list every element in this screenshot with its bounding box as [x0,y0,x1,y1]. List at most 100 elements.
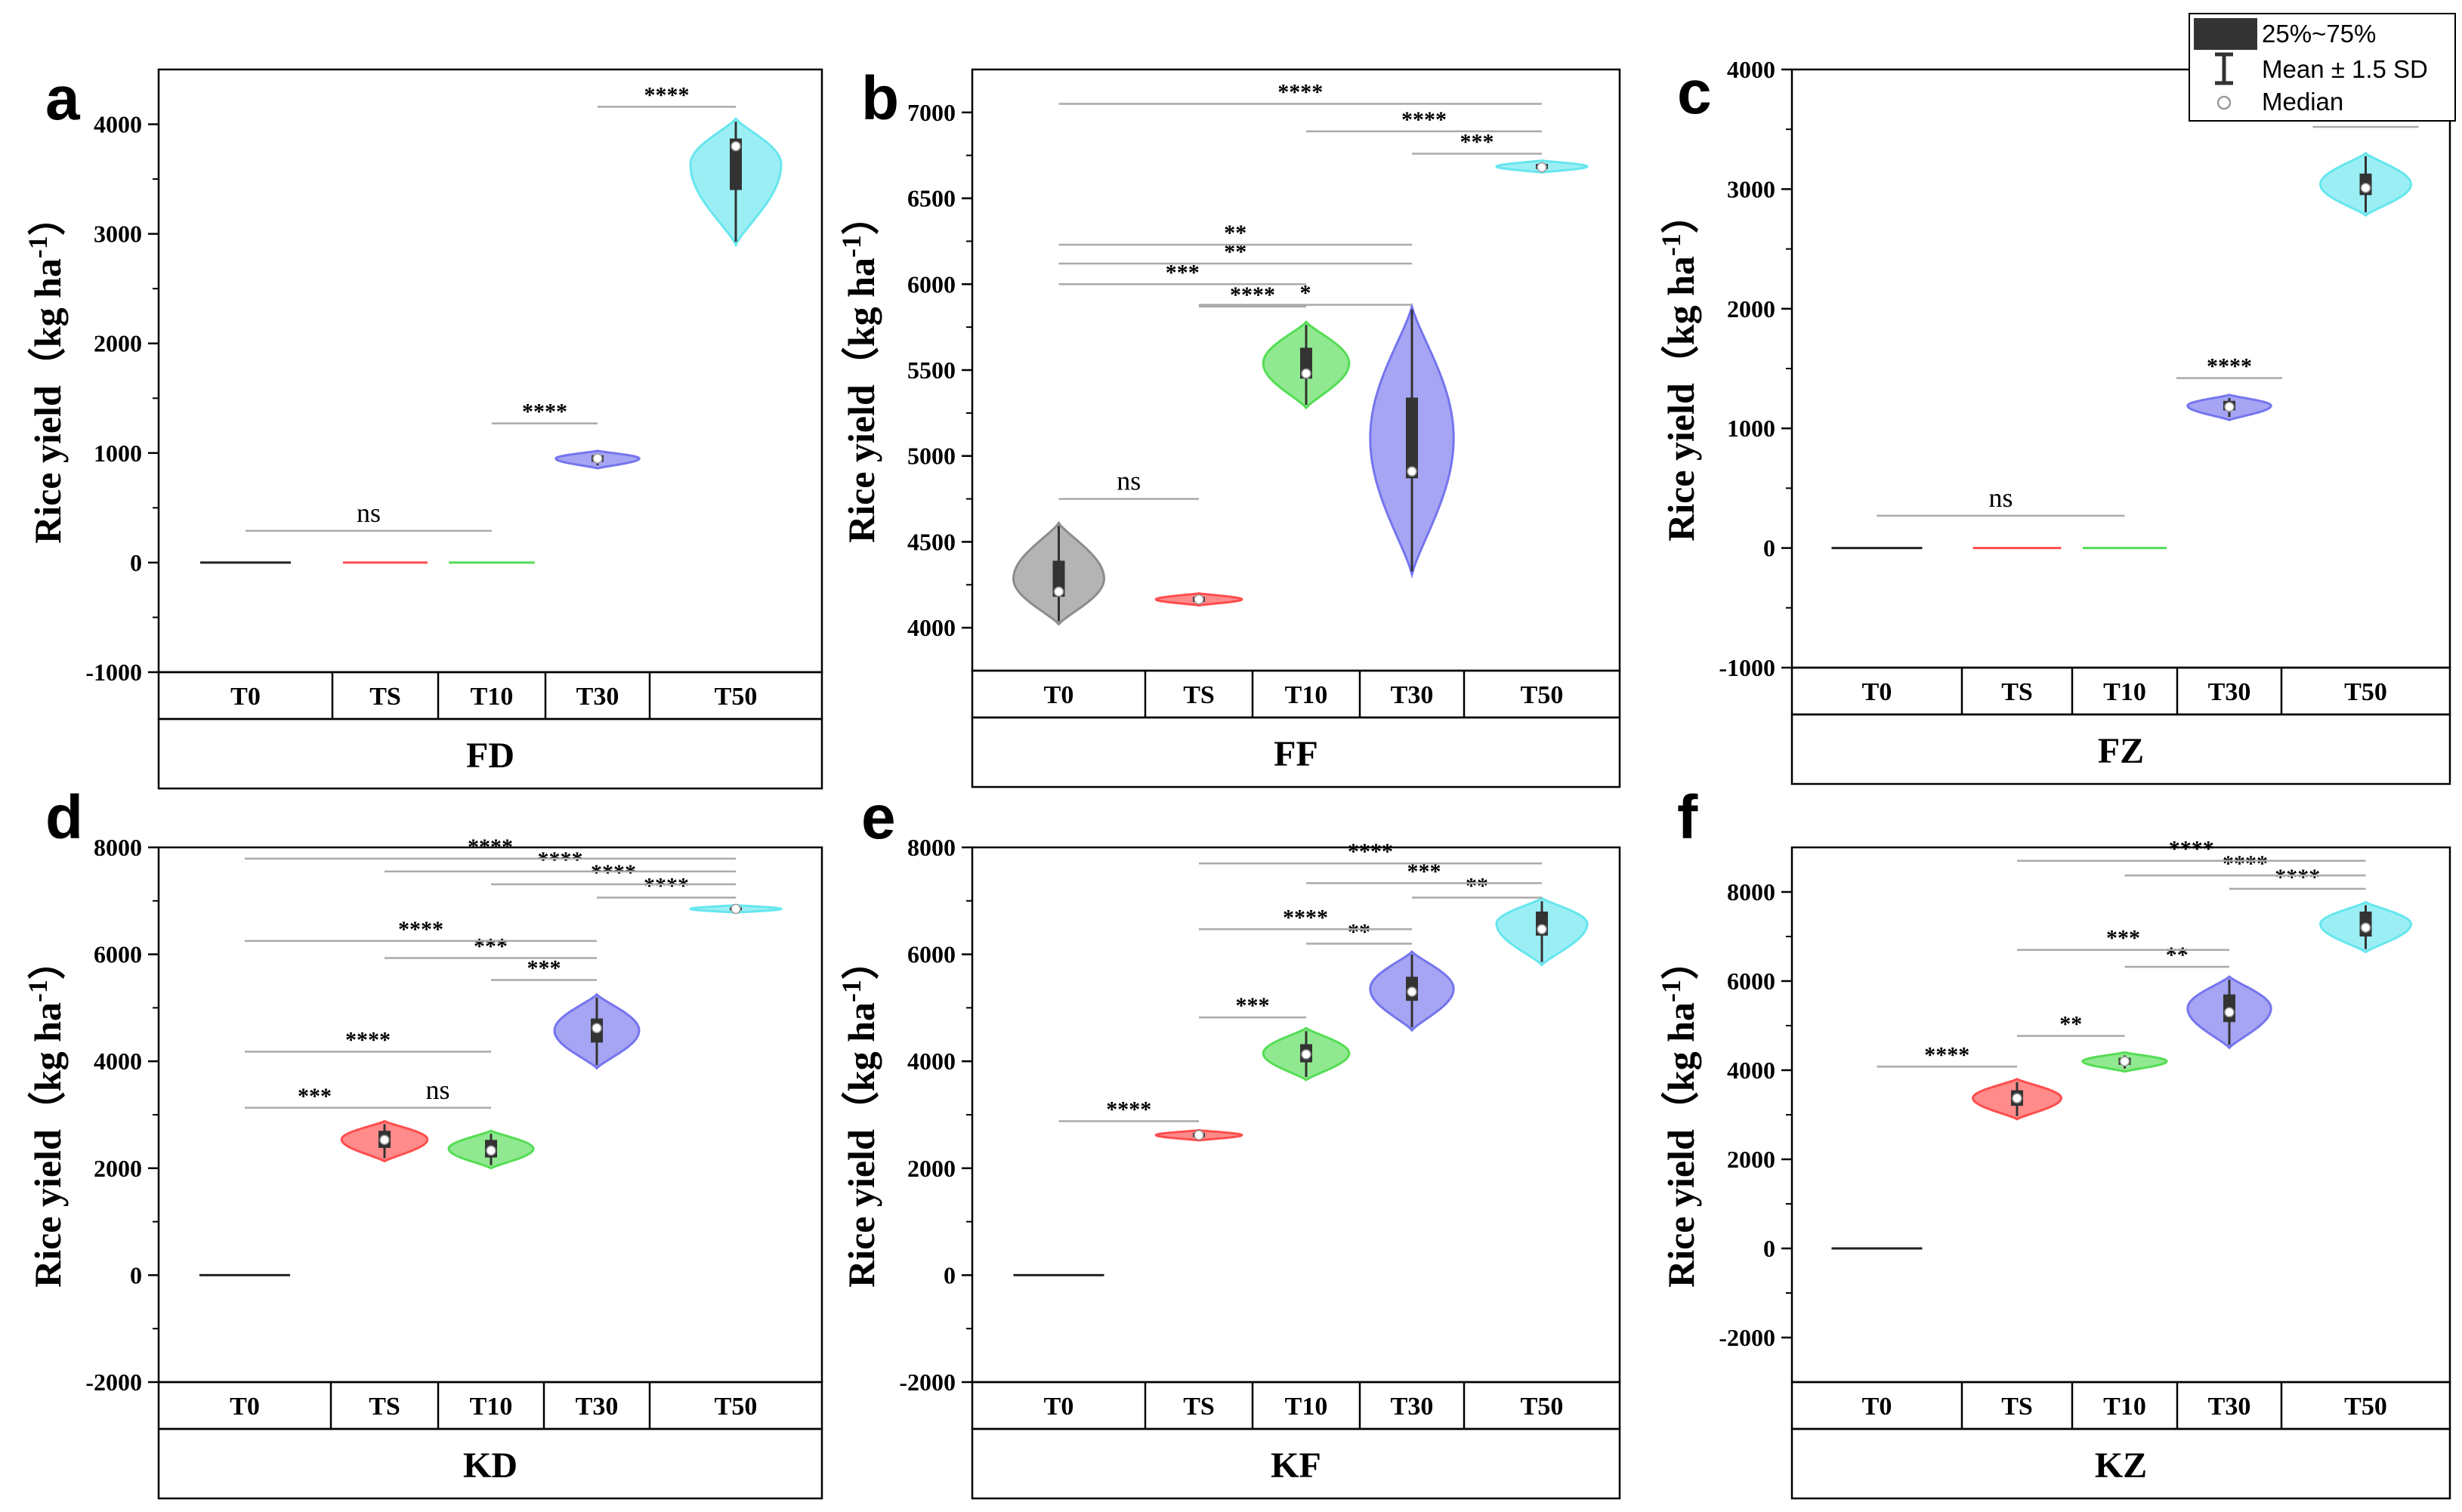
significance-label: ** [1348,919,1370,944]
y-tick-label: 2000 [907,1155,956,1182]
site-strip [157,717,823,790]
x-tick-label: T30 [1391,1393,1434,1421]
violin-T10 [1262,1026,1351,1082]
significance-label: **** [345,1027,391,1052]
x-tick-label: T50 [2344,1393,2387,1421]
x-tick-label: T0 [230,1393,260,1421]
y-tick-label: 1000 [94,440,142,467]
y-tick-label: 6000 [1727,967,1775,995]
site-strip [971,716,1621,788]
y-tick-label: 8000 [94,834,142,861]
y-axis-label-sup: -1 [1656,980,1686,1002]
violin-median [2360,922,2371,933]
y-axis-label-end: ） [1660,942,1702,980]
y-tick-label: 3000 [94,221,142,248]
x-tick-label: T10 [2103,678,2146,706]
significance-label: ns [1988,483,2013,513]
y-axis-label-main: Rice yield（kg ha [1660,1002,1702,1288]
y-axis-label-end: ） [840,942,882,980]
site-strip [1790,713,2451,785]
significance-label: ** [1224,239,1246,264]
legend: 25%~75% Mean ± 1.5 SD Median [2189,13,2456,122]
y-tick-label: 6000 [907,270,956,298]
plot-frame [1790,68,2451,669]
violin-median [1194,594,1204,605]
significance-label: **** [522,400,567,424]
site-label: FD [466,736,514,776]
y-axis-label: Rice yield（kg ha-1） [23,942,69,1288]
x-tick-label: T0 [1044,681,1074,709]
y-axis-label-end: ） [26,198,69,236]
y-tick-label: 0 [1763,535,1775,562]
y-tick-label: 4000 [1727,1057,1775,1084]
panel-letter: b [861,64,899,133]
violin-T0 [1012,520,1106,626]
significance-label: **** [468,835,513,859]
violin-median [1537,162,1547,173]
x-tick-label: T30 [576,1393,619,1421]
y-axis-label: Rice yield（kg ha-1） [1656,942,1702,1288]
legend-sd-label: Mean ± 1.5 SD [2262,55,2428,83]
significance-label: *** [527,956,561,981]
y-axis-label-main: Rice yield（kg ha [840,1002,882,1288]
legend-iqr-label: 25%~75% [2262,20,2376,48]
x-tick-label: T30 [576,683,619,711]
significance-label: ** [1466,874,1488,899]
panel-f: f -2000 0 2000 4000 6000 8000 Rice yield（kg ha-… [1656,783,2451,1500]
x-tick-label: T30 [2208,678,2251,706]
y-tick-label: 6500 [907,185,956,212]
y-tick-label: 4000 [94,1048,142,1075]
violin-T50 [2318,152,2413,218]
site-label: KZ [2095,1446,2147,1486]
significance-label: **** [644,82,690,107]
significance-label: **** [1924,1042,1969,1067]
y-axis-label-end: ） [26,942,69,980]
significance-label: ** [2166,943,2189,967]
x-tick-label: TS [1183,681,1215,709]
panel-letter: f [1677,783,1698,852]
x-tick-label: T50 [1521,681,1564,709]
y-tick-label: 1000 [1727,415,1775,442]
site-label: FZ [2098,731,2144,771]
y-axis-label-main: Rice yield（kg ha [26,1002,69,1288]
site-strip [1790,1427,2451,1500]
significance-label: **** [644,874,689,899]
violin-median [592,453,603,464]
y-tick-label: 8000 [1727,878,1775,906]
y-axis-label-main: Rice yield（kg ha [840,258,882,543]
y-tick-label: -1000 [1719,654,1775,681]
x-tick-label: T10 [1285,1393,1328,1421]
x-tick-label: T50 [2344,678,2387,706]
violin-median [1194,1130,1204,1140]
y-tick-label: 2000 [94,1155,142,1182]
x-tick-label: T30 [2208,1393,2251,1421]
violin-T30 [2186,975,2272,1050]
y-axis-label-main: Rice yield（kg ha [26,258,69,544]
y-axis-label-sup: -1 [836,235,866,258]
x-tick-label: T50 [715,1393,758,1421]
panel-letter: a [45,64,81,133]
legend-iqr-swatch [2194,18,2257,50]
violin-T30 [1369,302,1455,579]
significance-label: *** [1236,993,1270,1018]
y-tick-label: 6000 [94,941,142,968]
significance-label: ** [2059,1012,2082,1037]
significance-label: *** [2106,926,2140,951]
panel-letter: e [861,783,896,852]
y-tick-label: 0 [1763,1235,1775,1262]
significance-label: **** [2207,354,2252,379]
y-tick-label: 2000 [1727,1146,1775,1173]
panel-a: a -1000 0 1000 2000 3000 4000 Rice yield（kg ha-… [23,64,823,790]
violin-T50 [688,903,783,915]
y-axis-label-sup: -1 [1656,233,1686,256]
violin-T30 [1369,950,1455,1032]
x-tick-label: T50 [715,683,758,711]
x-tick-label: T30 [1391,681,1434,709]
significance-label: *** [474,934,508,959]
y-tick-label: -2000 [85,1369,142,1396]
significance-label: *** [1460,129,1494,154]
panel-c: c -1000 0 1000 2000 3000 4000 Rice yield（kg ha-… [1656,56,2451,785]
panel-d: d -2000 0 2000 4000 6000 8000 Rice yield（kg ha-… [23,783,823,1500]
violin-T10 [2081,1051,2168,1073]
y-tick-label: 4000 [907,1048,956,1075]
